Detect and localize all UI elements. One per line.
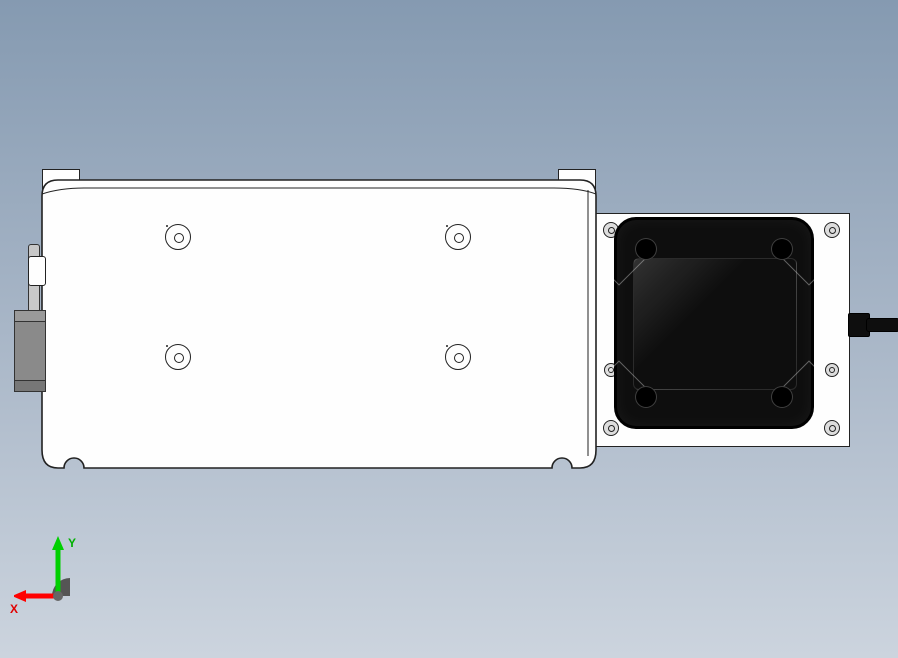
- motor-bolt-hole: [771, 386, 793, 408]
- cad-viewport[interactable]: Y X: [0, 0, 898, 658]
- mount-screw: [824, 222, 840, 238]
- axis-y-label: Y: [68, 536, 76, 550]
- motor-cap: [614, 217, 814, 429]
- motor-bolt-hole: [635, 238, 657, 260]
- main-plate: [40, 178, 598, 470]
- counterbore-hole: [445, 344, 471, 370]
- axis-x-label: X: [10, 602, 18, 616]
- coordinate-triad[interactable]: Y X: [14, 534, 94, 614]
- cable-stub: [866, 318, 898, 332]
- counterbore-hole: [165, 344, 191, 370]
- mount-screw: [825, 363, 839, 377]
- counterbore-hole: [445, 224, 471, 250]
- motor-cap-panel: [633, 258, 797, 390]
- motor-bolt-hole: [771, 238, 793, 260]
- mount-screw: [824, 420, 840, 436]
- counterbore-hole: [165, 224, 191, 250]
- latch-bracket: [14, 310, 46, 392]
- latch-clip: [28, 256, 46, 286]
- motor-bolt-hole: [635, 386, 657, 408]
